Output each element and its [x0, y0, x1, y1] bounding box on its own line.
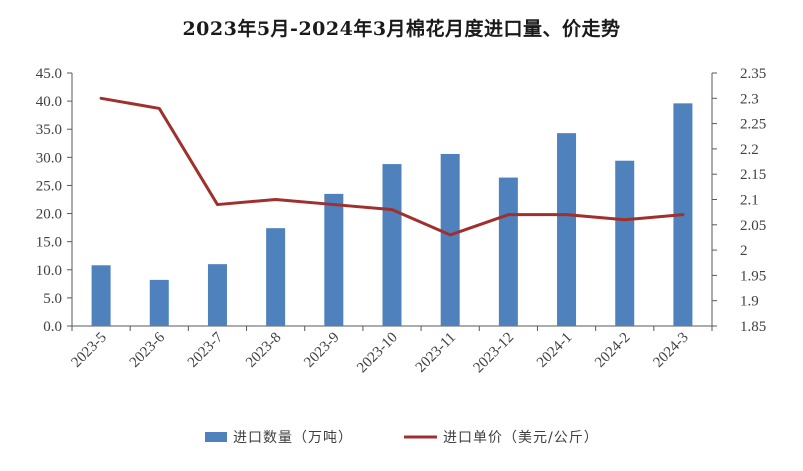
line-layer [99, 96, 685, 237]
bar [557, 133, 577, 326]
y-left-tick-label: 10.0 [36, 263, 62, 279]
x-tick-label: 2024-2 [592, 330, 633, 371]
y-right-tick-label: 1.9 [740, 294, 759, 310]
chart-title: 2023年5月-2024年3月棉花月度进口量、价走势 [182, 18, 621, 40]
x-tick-label: 2023-6 [127, 329, 169, 371]
y-right-tick-label: 2 [740, 243, 748, 259]
y-left-tick-label: 30.0 [36, 150, 62, 166]
y-left-tick-label: 45.0 [36, 66, 62, 82]
x-tick-label: 2024-3 [650, 330, 691, 371]
y-left-tick-label: 40.0 [36, 94, 62, 110]
bar [266, 228, 286, 326]
x-tick-label: 2023-10 [354, 330, 401, 377]
y-right-tick-label: 1.95 [740, 268, 766, 284]
legend-swatch-bar [205, 432, 227, 442]
y-left-tick-label: 20.0 [36, 207, 62, 223]
x-tick-label: 2023-8 [243, 330, 284, 371]
y-right-tick-label: 2.05 [740, 218, 766, 234]
x-tick-label: 2024-1 [534, 330, 575, 371]
y-right-tick-label: 2.35 [740, 66, 766, 82]
bars-layer [91, 103, 693, 326]
y-right-tick-label: 2.3 [740, 91, 759, 107]
legend-label-line: 进口单价（美元/公斤） [443, 430, 599, 446]
legend: 进口数量（万吨） 进口单价（美元/公斤） [205, 430, 599, 446]
bar [440, 153, 460, 326]
y-right-tick-label: 2.25 [740, 117, 766, 133]
bar [498, 177, 518, 326]
bar [207, 264, 227, 326]
x-tick-label: 2023-11 [413, 330, 459, 376]
y-left-tick-label: 25.0 [36, 178, 62, 194]
x-tick-label: 2023-7 [185, 329, 227, 371]
x-tick-label: 2023-12 [471, 330, 518, 377]
bar [324, 193, 344, 326]
y-right-tick-label: 1.85 [740, 319, 766, 335]
y-left-tick-label: 15.0 [36, 235, 62, 251]
y-right-tick-label: 2.1 [740, 193, 759, 209]
x-tick-label: 2023-5 [69, 330, 110, 371]
y-right-tick-label: 2.2 [740, 142, 759, 158]
y-left-tick-label: 35.0 [36, 122, 62, 138]
y-left-tick-label: 5.0 [43, 291, 62, 307]
y-left-tick-label: 0.0 [43, 319, 62, 335]
bar [382, 164, 402, 326]
legend-label-bar: 进口数量（万吨） [233, 430, 353, 446]
bar [615, 160, 635, 326]
bar [149, 279, 169, 326]
bar [91, 265, 111, 326]
y-right-tick-label: 2.15 [740, 167, 766, 183]
x-tick-label: 2023-9 [301, 330, 342, 371]
